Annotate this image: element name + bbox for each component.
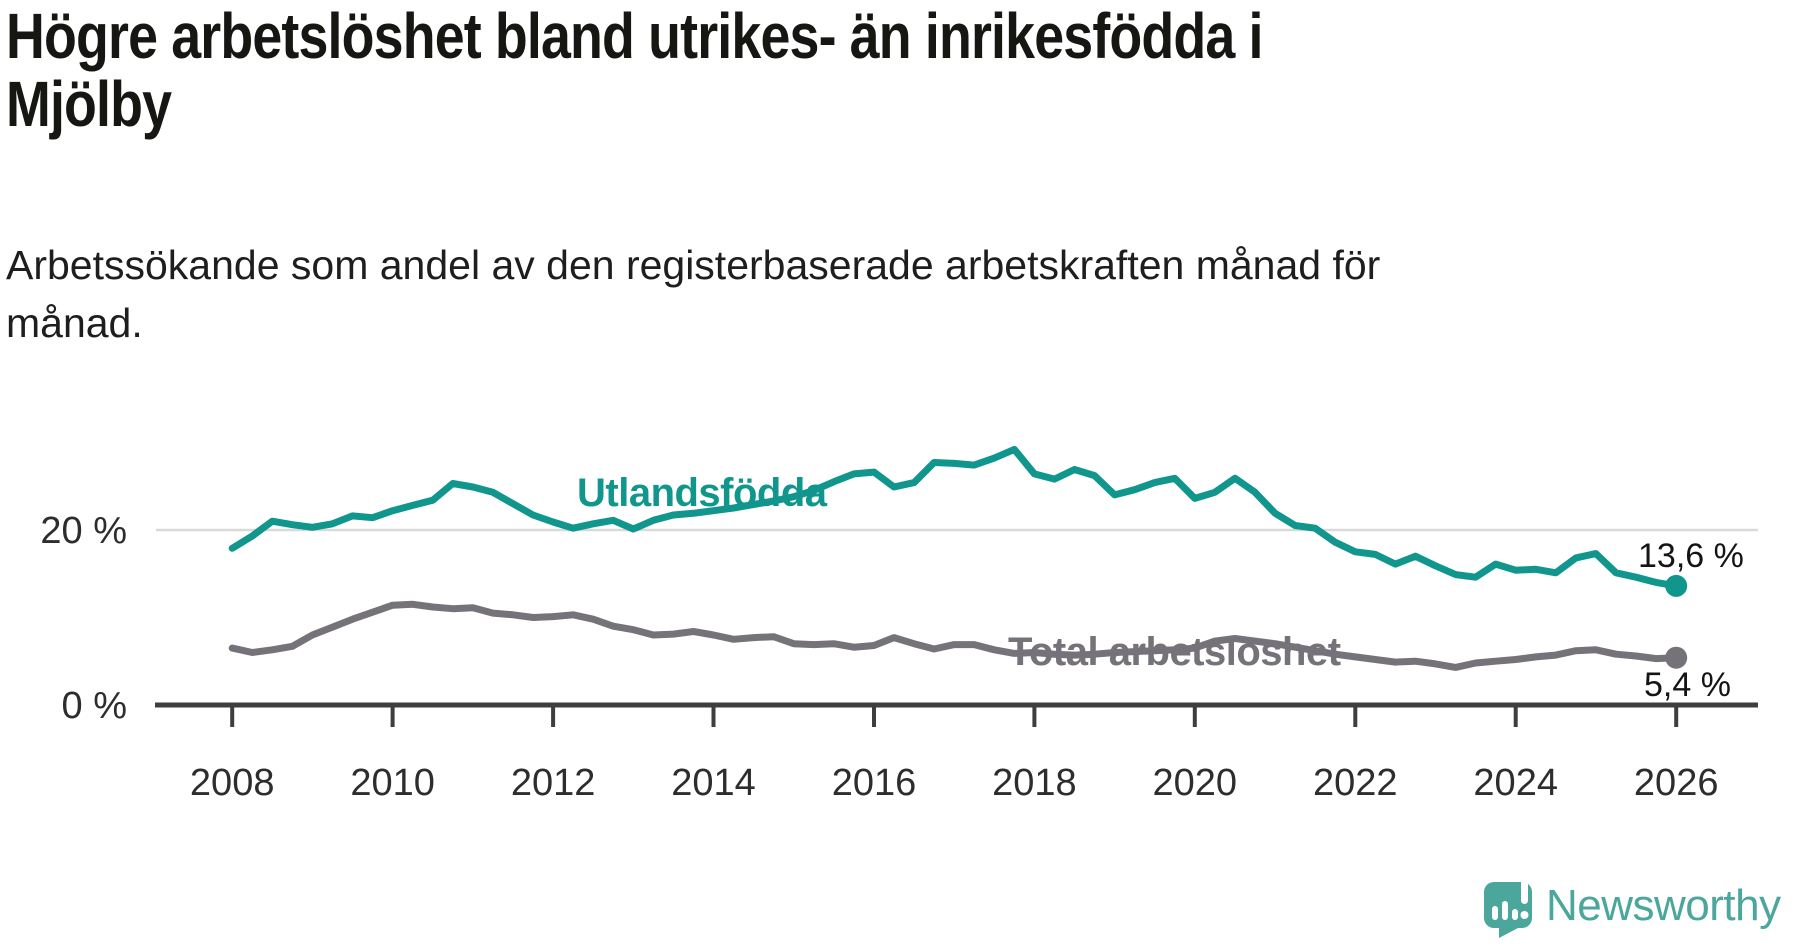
newsworthy-logo-icon bbox=[1484, 877, 1532, 938]
x-tick-label-2022: 2022 bbox=[1313, 762, 1398, 804]
title-line-1: Högre arbetslöshet bland utrikes- än inr… bbox=[6, 0, 1263, 72]
total-end-value-label: 5,4 % bbox=[1644, 666, 1731, 704]
total-line bbox=[228, 600, 1680, 671]
page-title: Högre arbetslöshet bland utrikes- än inr… bbox=[6, 2, 1263, 138]
y-tick-label-0: 0 % bbox=[62, 685, 127, 727]
x-ticks bbox=[230, 707, 1679, 727]
x-tick-label-2018: 2018 bbox=[992, 762, 1077, 804]
x-tick-labels: 2008 2010 2012 2014 2016 2018 2020 2022 2024 2026 bbox=[190, 762, 1719, 804]
x-tick-label-2010: 2010 bbox=[350, 762, 435, 804]
chart-subtitle: Arbetssökande som andel av den registerb… bbox=[6, 236, 1380, 352]
x-tick-label-2026: 2026 bbox=[1634, 762, 1719, 804]
total-series-label: Total arbetslöshet bbox=[1008, 630, 1341, 674]
utlandsfodda-line bbox=[228, 445, 1680, 590]
subtitle-line-2: månad. bbox=[6, 300, 143, 346]
x-tick-label-2020: 2020 bbox=[1153, 762, 1238, 804]
title-line-2: Mjölby bbox=[6, 68, 172, 140]
newsworthy-logo: Newsworthy bbox=[1482, 874, 1781, 938]
subtitle-line-1: Arbetssökande som andel av den registerb… bbox=[6, 242, 1381, 288]
y-tick-label-20: 20 % bbox=[40, 510, 127, 552]
x-tick-label-2008: 2008 bbox=[190, 762, 275, 804]
utlandsfodda-end-dot bbox=[1665, 574, 1688, 597]
x-tick-label-2012: 2012 bbox=[511, 762, 596, 804]
utlandsfodda-end-value-label: 13,6 % bbox=[1638, 537, 1744, 575]
x-tick-label-2024: 2024 bbox=[1473, 762, 1558, 804]
newsworthy-logo-text: Newsworthy bbox=[1546, 881, 1781, 930]
x-tick-label-2014: 2014 bbox=[671, 762, 756, 804]
x-tick-label-2016: 2016 bbox=[832, 762, 917, 804]
utlandsfodda-series-label: Utlandsfödda bbox=[577, 471, 828, 515]
total-end-dot bbox=[1665, 646, 1688, 669]
